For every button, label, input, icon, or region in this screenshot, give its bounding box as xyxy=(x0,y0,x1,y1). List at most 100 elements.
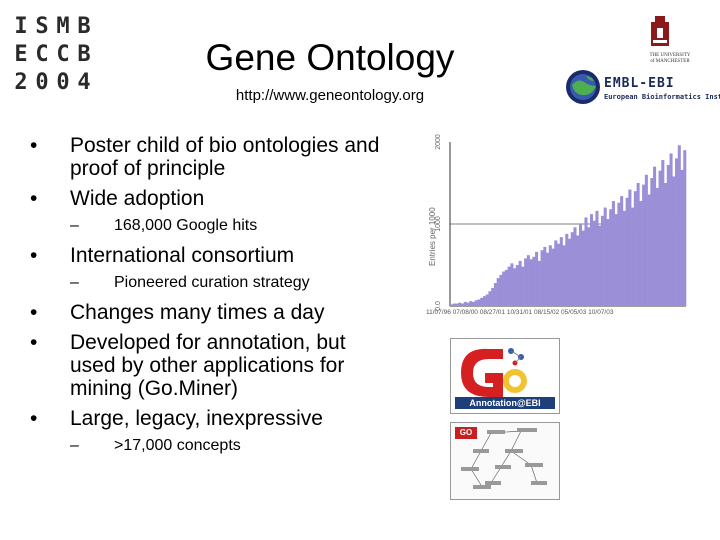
chart-bar xyxy=(482,296,486,306)
chart-bar xyxy=(677,145,681,306)
ismb-glyph: B xyxy=(77,42,91,67)
go-graph-icon xyxy=(461,428,547,489)
chart-bar xyxy=(540,250,544,306)
chart-bar xyxy=(675,158,679,306)
chart-bar xyxy=(653,166,657,306)
ismb-glyph: C xyxy=(35,42,49,67)
chart-bar xyxy=(631,207,635,306)
chart-bar xyxy=(606,219,610,306)
bullet-list: • Poster child of bio ontologies and proof… xyxy=(30,134,440,464)
bullet-glyph: • xyxy=(30,244,38,267)
ismb-glyph: 2 xyxy=(14,70,28,95)
chart-bar xyxy=(513,268,517,306)
bullet-item: mining (Go.Miner) xyxy=(30,377,440,400)
chart-bar xyxy=(633,191,637,306)
chart-bar xyxy=(595,210,599,306)
ismb-glyph: I xyxy=(14,14,28,39)
chart-bar xyxy=(548,245,552,306)
chart-bar xyxy=(502,271,506,306)
globe-icon xyxy=(566,70,600,104)
chart-bar xyxy=(664,183,668,306)
annotation-ebi-logo: Annotation@EBI xyxy=(450,338,560,414)
bullet-text: Large, legacy, inexpressive xyxy=(70,407,323,430)
chart-bar xyxy=(625,197,629,306)
ismb-glyph: 0 xyxy=(56,70,70,95)
bullet-text: Changes many times a day xyxy=(70,301,325,324)
chart-bar xyxy=(603,207,607,306)
chart-bar xyxy=(493,283,497,306)
chart-bar xyxy=(573,227,577,306)
chart-bar xyxy=(474,300,478,306)
bullet-glyph: • xyxy=(30,407,38,430)
chart-bar xyxy=(584,217,588,306)
bullet-text: proof of principle xyxy=(70,157,226,180)
bullet-text: Developed for annotation, but xyxy=(70,331,346,354)
bullet-item: proof of principle xyxy=(30,157,440,180)
chart-bar xyxy=(469,301,473,306)
bullet-text: Pioneered curation strategy xyxy=(114,274,310,291)
chart-bar xyxy=(620,196,624,306)
chart-bar xyxy=(650,178,654,306)
ismb-glyph: 4 xyxy=(77,70,91,95)
chart-bar xyxy=(543,246,547,306)
embl-subtitle: European Bioinformatics Institute xyxy=(604,93,720,101)
chart-bar xyxy=(639,201,643,306)
slide-title: Gene Ontology xyxy=(205,37,455,78)
bullet-text: >17,000 concepts xyxy=(114,437,241,454)
chart-bar xyxy=(452,303,456,306)
bullet-text: 168,000 Google hits xyxy=(114,217,258,234)
bullet-glyph: • xyxy=(30,187,38,210)
ismb-glyph: M xyxy=(56,14,70,39)
ismb-glyph: 0 xyxy=(35,70,49,95)
chart-bar xyxy=(672,176,676,306)
chart-bar xyxy=(568,238,572,306)
bullet-glyph: • xyxy=(30,301,38,324)
chart-plot: 0.0 1000 2000 xyxy=(435,134,687,311)
bullet-text: Poster child of bio ontologies and xyxy=(70,134,380,157)
chart-bar xyxy=(458,302,462,306)
go-logo-icon xyxy=(461,348,527,397)
chart-bar xyxy=(578,224,583,306)
chart-bar xyxy=(570,232,574,306)
chart-bar xyxy=(529,259,533,306)
bullet-text: mining (Go.Miner) xyxy=(70,377,239,400)
manchester-logo: THE UNIVERSITY of MANCHESTER xyxy=(648,14,692,65)
bullet-text: International consortium xyxy=(70,244,295,267)
chart-bar xyxy=(622,210,626,306)
chart-bar xyxy=(592,220,596,306)
chart-bar xyxy=(546,252,550,306)
chart-bar xyxy=(614,214,618,306)
slide-url: http://www.geneontology.org xyxy=(235,87,425,104)
chart-bar xyxy=(510,263,514,306)
chart-bar xyxy=(644,174,648,306)
sub-bullet-item: – 168,000 Google hits xyxy=(30,217,440,235)
annotation-label: Annotation@EBI xyxy=(455,397,555,409)
chart-bar xyxy=(521,266,525,306)
chart-bar xyxy=(551,248,555,306)
chart-bar xyxy=(655,187,659,306)
chart-bar xyxy=(683,150,687,306)
chart-bar xyxy=(680,169,684,306)
chart-bar xyxy=(666,164,670,306)
chart-bar xyxy=(661,160,665,306)
chart-bar xyxy=(557,243,561,306)
bullet-item: • Poster child of bio ontologies and xyxy=(30,134,440,157)
chart-bar xyxy=(515,265,519,306)
chart-bar xyxy=(450,304,454,306)
go-badge: GO xyxy=(455,427,477,439)
chart-bar xyxy=(565,233,569,306)
chart-bar xyxy=(466,302,470,306)
ismb-glyph: C xyxy=(56,42,70,67)
dash-glyph: – xyxy=(70,437,79,454)
chart-bar xyxy=(477,299,481,306)
bullet-text: used by other applications for xyxy=(70,354,345,377)
chart-bar xyxy=(581,230,585,306)
chart-bar xyxy=(628,189,632,306)
embl-name: EMBL-EBI xyxy=(604,76,675,91)
chart-bar xyxy=(532,256,536,306)
chart-bar xyxy=(647,194,651,306)
chart-bar xyxy=(658,170,662,306)
ismb-glyph: B xyxy=(77,14,91,39)
chart-bar xyxy=(526,255,530,306)
manchester-line-2: of MANCHESTER xyxy=(650,59,690,64)
